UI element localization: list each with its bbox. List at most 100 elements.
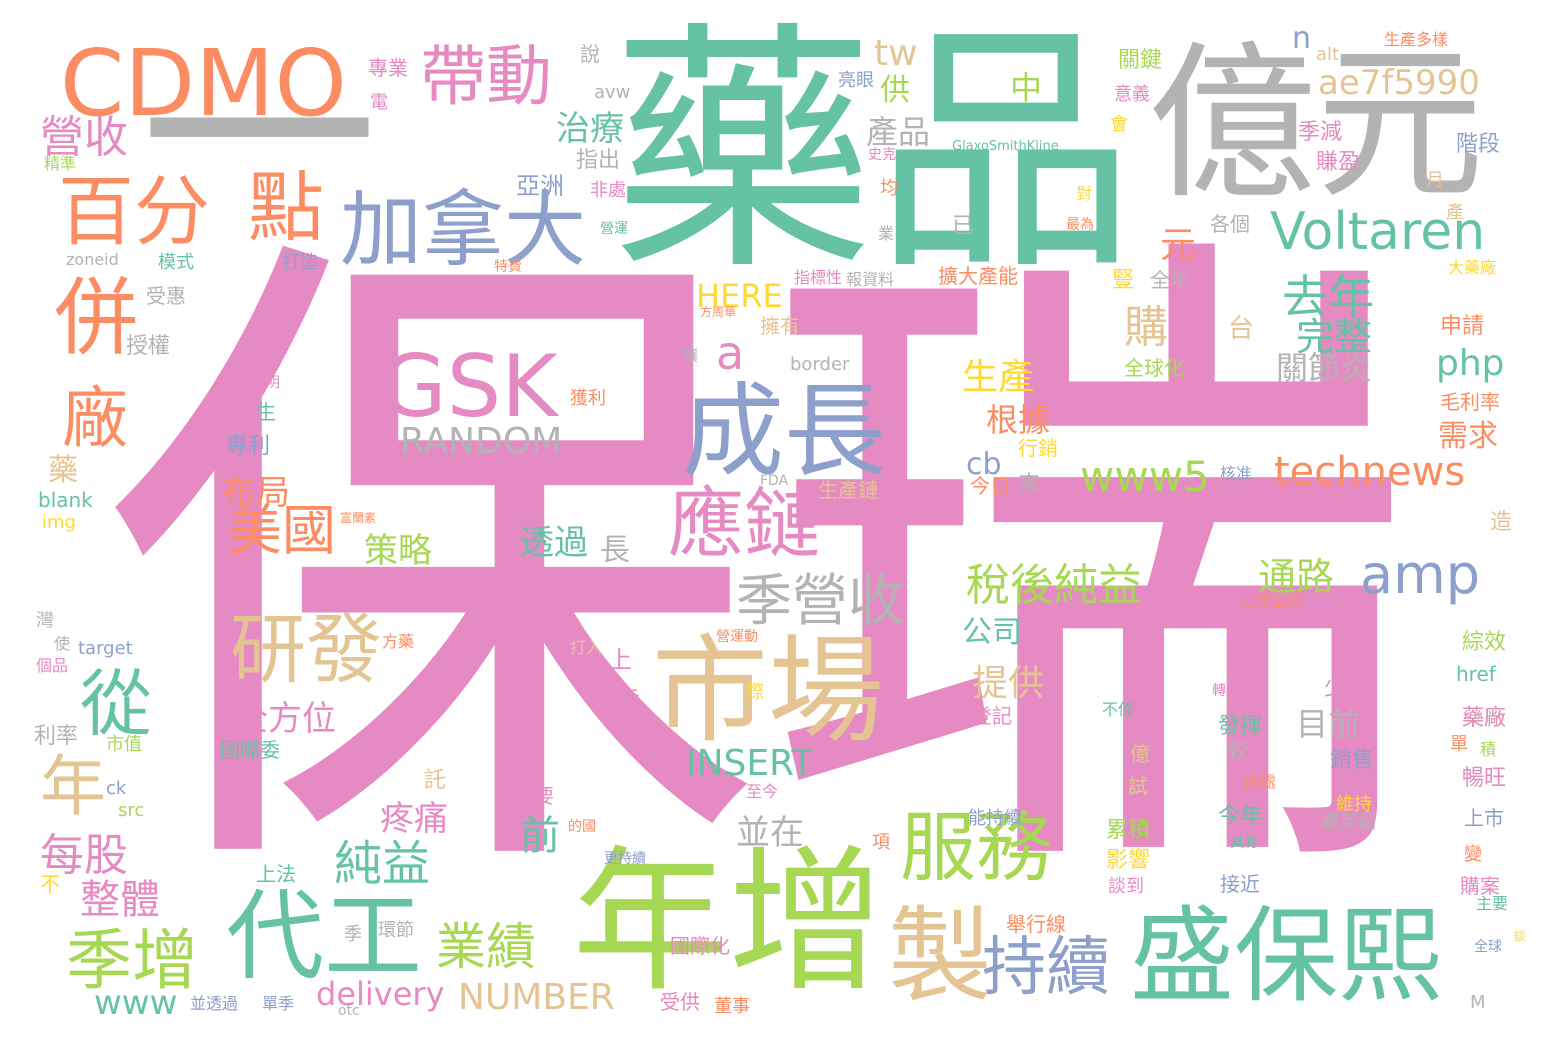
word: 獲利 (570, 388, 606, 409)
word: 營運 (600, 221, 628, 237)
word: 來 (1018, 472, 1041, 497)
word: 前 (520, 813, 560, 859)
word: 需求 (1438, 419, 1498, 454)
word: 讓 (682, 346, 699, 365)
word: CDMO (60, 30, 347, 137)
word: 製 (888, 895, 993, 1017)
word: 年 (40, 748, 106, 825)
word: 廠 (62, 380, 128, 457)
word: 非處 (590, 180, 626, 201)
word: 變 (1464, 844, 1482, 865)
word: 生產多樣 (1384, 30, 1449, 49)
word: technews (1274, 449, 1466, 495)
word: 豎 (1112, 268, 1135, 293)
word: 方周華 (700, 305, 737, 319)
word: 藥品 (612, 0, 1136, 305)
word: 成長 (682, 373, 886, 492)
word: 服務 (900, 803, 1052, 892)
word: 全球 (1474, 939, 1502, 955)
word: 專業 (368, 56, 408, 80)
word: 說明 (252, 375, 280, 391)
word: 專利 (226, 434, 271, 459)
word: 生產 (962, 357, 1035, 398)
word: 關鍵 (1118, 48, 1163, 73)
word: 意義 (1114, 84, 1150, 105)
word: 的國 (568, 819, 596, 835)
word: 全球化 (1124, 356, 1184, 380)
word: GSK (380, 337, 558, 437)
word: 上 (608, 646, 632, 674)
word: 元 (1160, 225, 1197, 266)
word: 治療 (556, 109, 624, 149)
word: 盛保熙 (1130, 895, 1443, 1017)
word: 購 (1124, 302, 1168, 353)
word: 全方位 (234, 699, 336, 739)
word: 藥 (48, 453, 78, 488)
word: 一 (140, 0, 378, 277)
word: 每股 (40, 830, 128, 881)
word: 造 (1490, 510, 1513, 535)
word: 打造 (282, 252, 318, 273)
word: 上法 (256, 862, 296, 886)
word: delivery (316, 975, 445, 1013)
word: 特費 (494, 259, 522, 275)
word: 對 (1076, 184, 1093, 203)
word: php (1436, 343, 1505, 384)
word: 台 (1228, 314, 1255, 344)
word: 產 (1446, 202, 1464, 223)
word: 各個 (1210, 212, 1250, 236)
word: 產品 (866, 113, 931, 151)
word: ae7f5990 (1318, 63, 1480, 103)
word: tw (874, 33, 918, 74)
word: 完整 (1296, 315, 1373, 359)
word: 持續 (982, 931, 1110, 1005)
word: 全年 (1150, 268, 1190, 292)
word: HERE (696, 277, 783, 315)
word: 際 (746, 682, 764, 703)
word: 生 (256, 400, 276, 424)
word: 上市公司 (1240, 592, 1305, 611)
word: 授權 (126, 334, 171, 359)
word: 行銷 (1018, 436, 1058, 460)
word: 項 (872, 832, 890, 853)
word: GlaxoSmithKline (952, 139, 1059, 154)
word: 灣 (36, 610, 54, 631)
word: 階段 (1456, 132, 1501, 157)
word: 策略 (364, 531, 432, 571)
word: 環節 (378, 920, 414, 941)
word: 市值 (106, 734, 142, 755)
word: 大藥廠 (1448, 258, 1497, 277)
word: 應鏈 (668, 479, 820, 568)
word: 上市 (1464, 806, 1504, 830)
word: 報資料 (846, 270, 895, 289)
word: 銷售 (1330, 748, 1375, 773)
word: 會 (1110, 114, 1128, 135)
word: a (716, 326, 745, 380)
word: zoneid (66, 250, 119, 269)
word: avw (594, 82, 631, 103)
word: www (94, 983, 178, 1023)
word: 通路 (1258, 555, 1335, 599)
word: 富蘭素 (340, 511, 377, 525)
word: 亮眼 (838, 70, 874, 91)
word: 並在 (736, 813, 804, 853)
word: NUMBER (458, 977, 615, 1018)
word: 國際委 (220, 738, 280, 762)
word: 指標性 (794, 268, 843, 287)
word: ck (106, 778, 127, 799)
word: 單 (1450, 734, 1468, 755)
word: 較 (1228, 738, 1248, 762)
word: 提供 (972, 663, 1045, 704)
word: 藥廠 (1462, 706, 1507, 731)
word: 從 (80, 662, 153, 746)
word: 業 (878, 224, 895, 243)
word: 今日 (970, 474, 1010, 498)
word: 點 (248, 163, 324, 252)
word: 託 (424, 768, 447, 793)
word: 模式 (158, 252, 194, 273)
word: 月 (1426, 170, 1444, 191)
word: 目前 (1296, 705, 1361, 743)
word: 營運動 (716, 629, 758, 645)
word: 指出 (576, 148, 621, 173)
word: 疼痛 (380, 799, 448, 839)
